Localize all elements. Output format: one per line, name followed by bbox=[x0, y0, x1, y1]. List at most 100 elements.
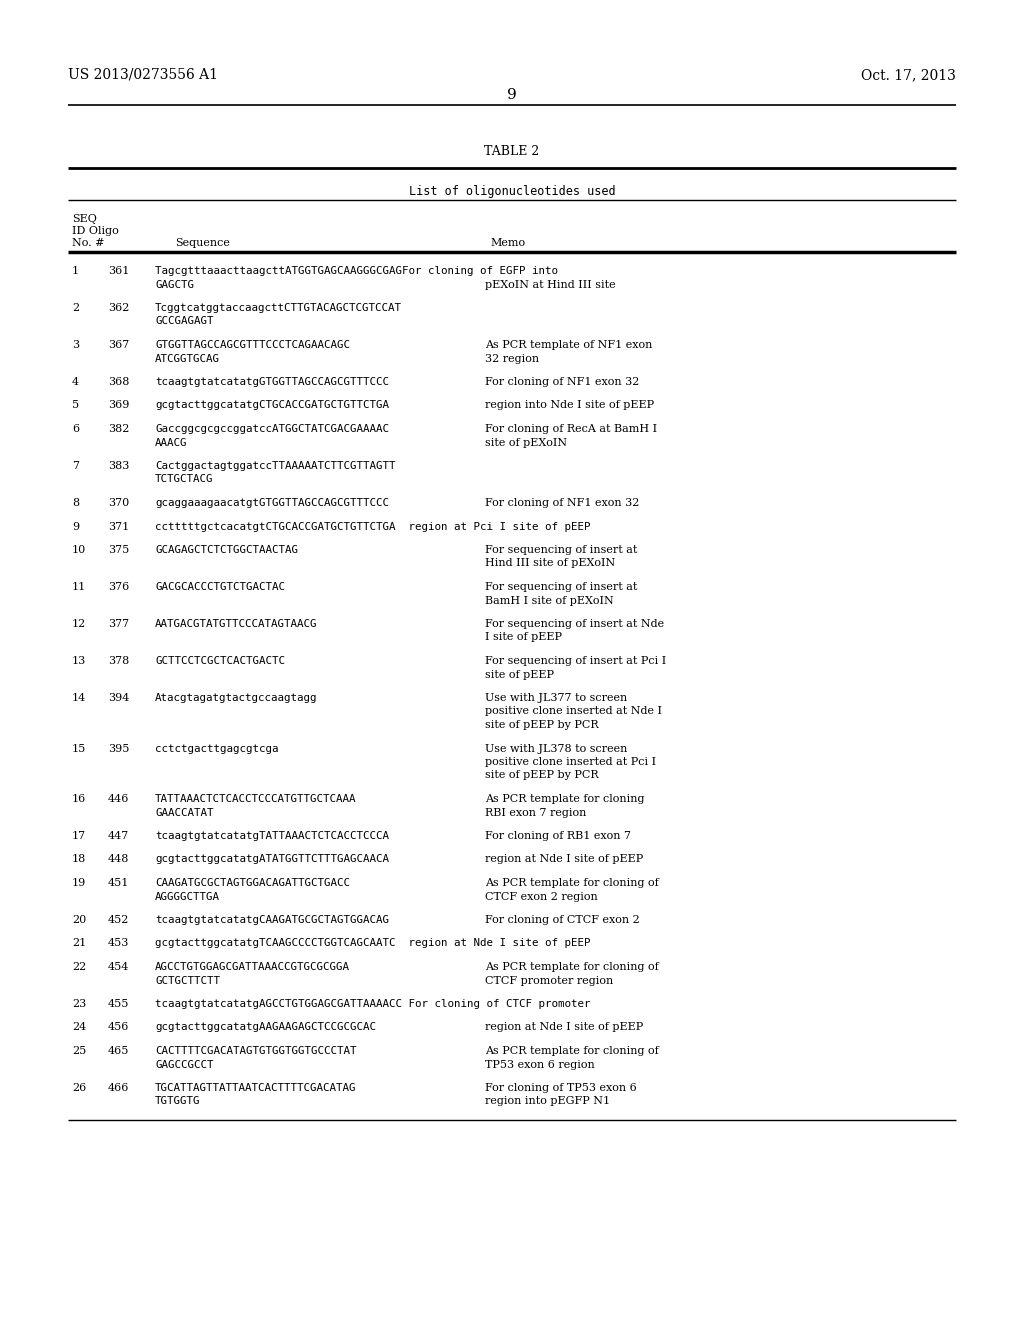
Text: GCAGAGCTCTCTGGCTAACTAG: GCAGAGCTCTCTGGCTAACTAG bbox=[155, 545, 298, 554]
Text: TGTGGTG: TGTGGTG bbox=[155, 1097, 201, 1106]
Text: cctttttgctcacatgtCTGCACCGATGCTGTTCTGA  region at Pci I site of pEEP: cctttttgctcacatgtCTGCACCGATGCTGTTCTGA re… bbox=[155, 521, 591, 532]
Text: 394: 394 bbox=[108, 693, 129, 704]
Text: 382: 382 bbox=[108, 424, 129, 434]
Text: For sequencing of insert at: For sequencing of insert at bbox=[485, 545, 637, 554]
Text: gcgtacttggcatatgTCAAGCCCCTGGTCAGCAATС  region at Nde I site of pEEP: gcgtacttggcatatgTCAAGCCCCTGGTCAGCAATС re… bbox=[155, 939, 591, 949]
Text: 21: 21 bbox=[72, 939, 86, 949]
Text: 9: 9 bbox=[507, 88, 517, 102]
Text: 15: 15 bbox=[72, 743, 86, 754]
Text: 455: 455 bbox=[108, 999, 129, 1008]
Text: 23: 23 bbox=[72, 999, 86, 1008]
Text: TGCATTAGTTATTAATCACTTTTCGACATAG: TGCATTAGTTATTAATCACTTTTCGACATAG bbox=[155, 1082, 356, 1093]
Text: As PCR template for cloning of: As PCR template for cloning of bbox=[485, 962, 658, 972]
Text: Hind III site of pEXoIN: Hind III site of pEXoIN bbox=[485, 558, 615, 569]
Text: 26: 26 bbox=[72, 1082, 86, 1093]
Text: 11: 11 bbox=[72, 582, 86, 591]
Text: region at Nde I site of pEEP: region at Nde I site of pEEP bbox=[485, 1023, 643, 1032]
Text: 6: 6 bbox=[72, 424, 79, 434]
Text: gcaggaaagaacatgtGTGGTTAGCCAGCGTTTCCC: gcaggaaagaacatgtGTGGTTAGCCAGCGTTTCCC bbox=[155, 498, 389, 508]
Text: 20: 20 bbox=[72, 915, 86, 925]
Text: 19: 19 bbox=[72, 878, 86, 888]
Text: 454: 454 bbox=[108, 962, 129, 972]
Text: 25: 25 bbox=[72, 1045, 86, 1056]
Text: 466: 466 bbox=[108, 1082, 129, 1093]
Text: GAACCATAT: GAACCATAT bbox=[155, 808, 213, 817]
Text: Use with JL377 to screen: Use with JL377 to screen bbox=[485, 693, 628, 704]
Text: For sequencing of insert at Pci I: For sequencing of insert at Pci I bbox=[485, 656, 667, 667]
Text: 456: 456 bbox=[108, 1023, 129, 1032]
Text: gcgtacttggcatatgAAGAAGAGCTCCGCGCAC: gcgtacttggcatatgAAGAAGAGCTCCGCGCAC bbox=[155, 1023, 376, 1032]
Text: 369: 369 bbox=[108, 400, 129, 411]
Text: tcaagtgtatcatatgCAAGATGCGCTAGTGGACAG: tcaagtgtatcatatgCAAGATGCGCTAGTGGACAG bbox=[155, 915, 389, 925]
Text: RBI exon 7 region: RBI exon 7 region bbox=[485, 808, 587, 817]
Text: For sequencing of insert at Nde: For sequencing of insert at Nde bbox=[485, 619, 665, 630]
Text: site of pEEP by PCR: site of pEEP by PCR bbox=[485, 771, 599, 780]
Text: 378: 378 bbox=[108, 656, 129, 667]
Text: 2: 2 bbox=[72, 304, 79, 313]
Text: positive clone inserted at Nde I: positive clone inserted at Nde I bbox=[485, 706, 662, 717]
Text: AATGACGTATGTTCCCATAGTAACG: AATGACGTATGTTCCCATAGTAACG bbox=[155, 619, 317, 630]
Text: For cloning of CTCF exon 2: For cloning of CTCF exon 2 bbox=[485, 915, 640, 925]
Text: 32 region: 32 region bbox=[485, 354, 539, 363]
Text: For cloning of NF1 exon 32: For cloning of NF1 exon 32 bbox=[485, 378, 639, 387]
Text: 12: 12 bbox=[72, 619, 86, 630]
Text: ATCGGTGCAG: ATCGGTGCAG bbox=[155, 354, 220, 363]
Text: ID Oligo: ID Oligo bbox=[72, 226, 119, 236]
Text: As PCR template for cloning of: As PCR template for cloning of bbox=[485, 1045, 658, 1056]
Text: 375: 375 bbox=[108, 545, 129, 554]
Text: I site of pEEP: I site of pEEP bbox=[485, 632, 562, 643]
Text: 447: 447 bbox=[108, 832, 129, 841]
Text: cctctgacttgagcgtcga: cctctgacttgagcgtcga bbox=[155, 743, 279, 754]
Text: GCCGAGAGT: GCCGAGAGT bbox=[155, 317, 213, 326]
Text: 14: 14 bbox=[72, 693, 86, 704]
Text: As PCR template for cloning: As PCR template for cloning bbox=[485, 795, 644, 804]
Text: CactggactagtggatccTTAAAAATCTTCGTTAGTT: CactggactagtggatccTTAAAAATCTTCGTTAGTT bbox=[155, 461, 395, 471]
Text: Oct. 17, 2013: Oct. 17, 2013 bbox=[861, 69, 956, 82]
Text: AGGGGCTTGA: AGGGGCTTGA bbox=[155, 891, 220, 902]
Text: 453: 453 bbox=[108, 939, 129, 949]
Text: 17: 17 bbox=[72, 832, 86, 841]
Text: GCTGCTTCTT: GCTGCTTCTT bbox=[155, 975, 220, 986]
Text: As PCR template of NF1 exon: As PCR template of NF1 exon bbox=[485, 341, 652, 350]
Text: 362: 362 bbox=[108, 304, 129, 313]
Text: gcgtacttggcatatgCTGCACCGATGCTGTTCTGA: gcgtacttggcatatgCTGCACCGATGCTGTTCTGA bbox=[155, 400, 389, 411]
Text: For cloning of NF1 exon 32: For cloning of NF1 exon 32 bbox=[485, 498, 639, 508]
Text: Use with JL378 to screen: Use with JL378 to screen bbox=[485, 743, 628, 754]
Text: 22: 22 bbox=[72, 962, 86, 972]
Text: SEQ: SEQ bbox=[72, 214, 97, 224]
Text: 383: 383 bbox=[108, 461, 129, 471]
Text: GAGCTG: GAGCTG bbox=[155, 280, 194, 289]
Text: 465: 465 bbox=[108, 1045, 129, 1056]
Text: 448: 448 bbox=[108, 854, 129, 865]
Text: GaccggcgcgccggatccATGGCTATCGACGAAAAC: GaccggcgcgccggatccATGGCTATCGACGAAAAC bbox=[155, 424, 389, 434]
Text: tcaagtgtatcatatgGTGGTTAGCCAGCGTTTCCC: tcaagtgtatcatatgGTGGTTAGCCAGCGTTTCCC bbox=[155, 378, 389, 387]
Text: AGCCTGTGGAGCGATTAAACCGTGCGCGGA: AGCCTGTGGAGCGATTAAACCGTGCGCGGA bbox=[155, 962, 350, 972]
Text: region at Nde I site of pEEP: region at Nde I site of pEEP bbox=[485, 854, 643, 865]
Text: 370: 370 bbox=[108, 498, 129, 508]
Text: No. #: No. # bbox=[72, 238, 104, 248]
Text: For cloning of RecA at BamH I: For cloning of RecA at BamH I bbox=[485, 424, 657, 434]
Text: TATTAAACTCTCACCTCCCATGTTGCTCAAA: TATTAAACTCTCACCTCCCATGTTGCTCAAA bbox=[155, 795, 356, 804]
Text: 16: 16 bbox=[72, 795, 86, 804]
Text: TCTGCTACG: TCTGCTACG bbox=[155, 474, 213, 484]
Text: gcgtacttggcatatgATATGGTTCTTTGAGCAACA: gcgtacttggcatatgATATGGTTCTTTGAGCAACA bbox=[155, 854, 389, 865]
Text: 4: 4 bbox=[72, 378, 79, 387]
Text: For sequencing of insert at: For sequencing of insert at bbox=[485, 582, 637, 591]
Text: AAACG: AAACG bbox=[155, 437, 187, 447]
Text: 13: 13 bbox=[72, 656, 86, 667]
Text: GTGGTTAGCCAGCGTTTCCCTCAGAACAGC: GTGGTTAGCCAGCGTTTCCCTCAGAACAGC bbox=[155, 341, 350, 350]
Text: 371: 371 bbox=[108, 521, 129, 532]
Text: 451: 451 bbox=[108, 878, 129, 888]
Text: 8: 8 bbox=[72, 498, 79, 508]
Text: site of pEEP by PCR: site of pEEP by PCR bbox=[485, 719, 599, 730]
Text: 452: 452 bbox=[108, 915, 129, 925]
Text: 367: 367 bbox=[108, 341, 129, 350]
Text: CTCF promoter region: CTCF promoter region bbox=[485, 975, 613, 986]
Text: CACTTTTCGACATAGTGTGGTGGTGCCCTAT: CACTTTTCGACATAGTGTGGTGGTGCCCTAT bbox=[155, 1045, 356, 1056]
Text: For cloning of RB1 exon 7: For cloning of RB1 exon 7 bbox=[485, 832, 631, 841]
Text: pEXoIN at Hind III site: pEXoIN at Hind III site bbox=[485, 280, 615, 289]
Text: region into pEGFP N1: region into pEGFP N1 bbox=[485, 1097, 610, 1106]
Text: TcggtcatggtaccaagcttCTTGTACAGCTCGTCCAT: TcggtcatggtaccaagcttCTTGTACAGCTCGTCCAT bbox=[155, 304, 402, 313]
Text: 377: 377 bbox=[108, 619, 129, 630]
Text: 18: 18 bbox=[72, 854, 86, 865]
